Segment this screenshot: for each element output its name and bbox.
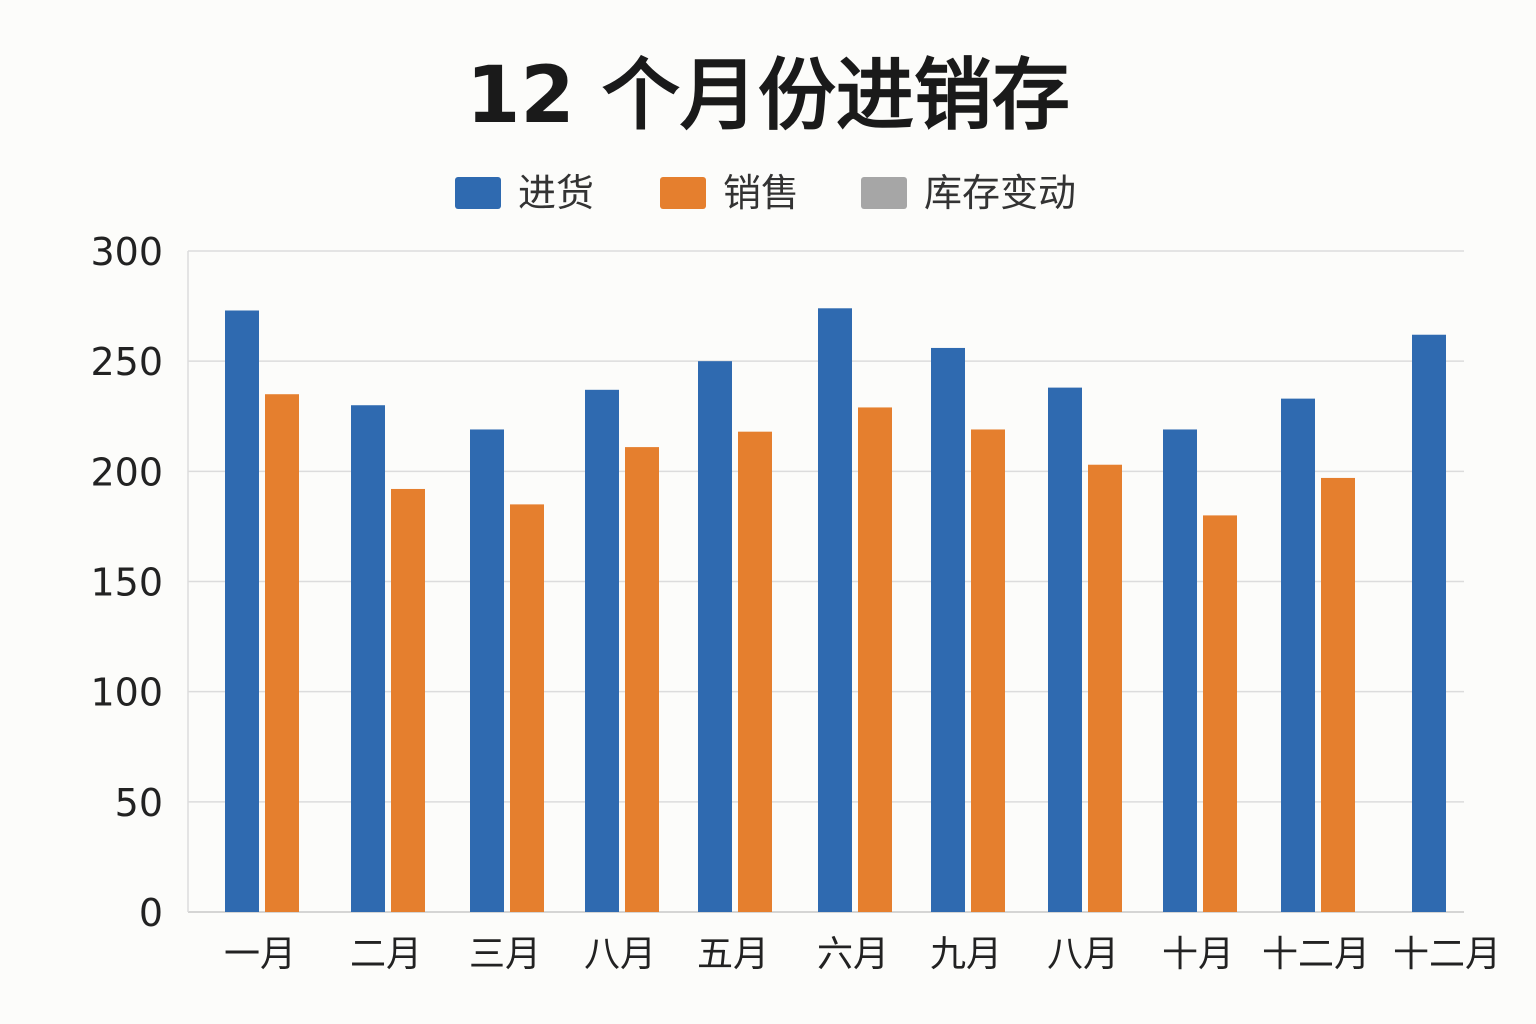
y-tick-label: 300 bbox=[90, 230, 163, 274]
x-tick-label: 十二月 bbox=[1262, 934, 1370, 975]
bar-进货 bbox=[818, 308, 852, 913]
bar-销售 bbox=[625, 447, 659, 912]
y-tick-label: 50 bbox=[115, 781, 163, 825]
y-tick-label: 200 bbox=[90, 450, 163, 494]
legend-swatch bbox=[861, 177, 907, 209]
legend-label: 销售 bbox=[723, 171, 799, 215]
y-tick-label: 100 bbox=[90, 671, 163, 715]
bar-进货 bbox=[585, 389, 619, 912]
x-tick-label: 十二月 bbox=[1393, 934, 1501, 975]
bar-进货 bbox=[470, 429, 504, 912]
bar-销售 bbox=[971, 429, 1005, 912]
x-tick-label: 八月 bbox=[1047, 934, 1119, 975]
x-tick-label: 九月 bbox=[930, 934, 1002, 975]
x-tick-label: 六月 bbox=[817, 934, 889, 975]
legend-label: 库存变动 bbox=[924, 171, 1076, 215]
y-tick-label: 250 bbox=[90, 340, 163, 384]
bar-进货 bbox=[698, 361, 732, 913]
bar-销售 bbox=[265, 394, 299, 912]
bar-进货 bbox=[1412, 334, 1446, 912]
y-tick-label: 0 bbox=[139, 891, 163, 935]
legend-swatch bbox=[660, 177, 706, 209]
legend-label: 进货 bbox=[518, 171, 594, 215]
x-tick-label: 三月 bbox=[469, 934, 541, 975]
x-tick-label: 五月 bbox=[697, 934, 769, 975]
y-tick-label: 150 bbox=[90, 561, 163, 605]
bar-进货 bbox=[1048, 387, 1082, 912]
bar-进货 bbox=[1281, 398, 1315, 913]
x-axis: 一月 二月 三月 八月 五月 六月 九月 八月 十月 十二月 十二月 bbox=[224, 934, 1501, 975]
y-axis: 0 50 100 150 200 250 300 bbox=[90, 230, 163, 935]
chart-title: 12 个月份进销存 bbox=[466, 51, 1070, 141]
bar-进货 bbox=[931, 347, 965, 912]
x-tick-label: 二月 bbox=[350, 934, 422, 975]
bar-进货 bbox=[225, 310, 259, 912]
bar-销售 bbox=[1321, 477, 1355, 912]
bar-销售 bbox=[1088, 464, 1122, 912]
legend-swatch bbox=[455, 177, 501, 209]
bar-销售 bbox=[1203, 515, 1237, 912]
legend: 进货 销售 库存变动 bbox=[455, 171, 1076, 215]
bar-销售 bbox=[738, 431, 772, 912]
bar-进货 bbox=[1163, 429, 1197, 912]
x-tick-label: 八月 bbox=[584, 934, 656, 975]
bar-销售 bbox=[510, 504, 544, 912]
x-tick-label: 十月 bbox=[1162, 934, 1234, 975]
bar-销售 bbox=[858, 407, 892, 912]
bars bbox=[225, 308, 1446, 913]
bar-进货 bbox=[351, 405, 385, 912]
bar-销售 bbox=[391, 488, 425, 912]
x-tick-label: 一月 bbox=[224, 934, 296, 975]
